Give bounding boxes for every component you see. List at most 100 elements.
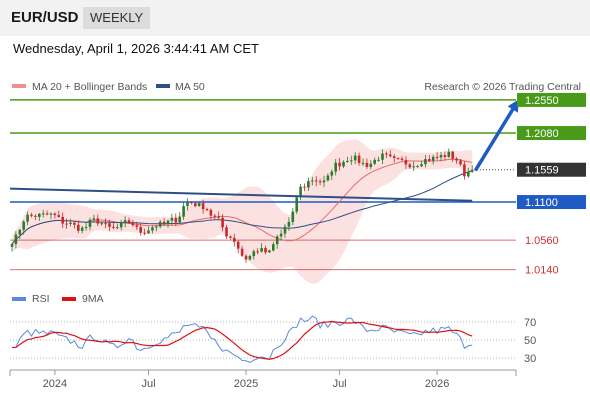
legend: MA 20 + Bollinger Bands MA 50 Research ©… <box>12 81 581 93</box>
candle-body <box>291 211 295 222</box>
candle-body <box>361 162 365 164</box>
date-time: Wednesday, April 1, 2026 3:44:41 AM CET <box>13 41 259 56</box>
candle-body <box>377 159 380 161</box>
candle-body <box>217 216 220 218</box>
source-credit: Research © 2026 Trading Central <box>424 81 581 93</box>
candle-body <box>158 221 162 227</box>
candle-body <box>459 160 462 165</box>
rsi-9ma-line <box>11 320 473 360</box>
candle-body <box>455 158 458 161</box>
rsi-tick-30: 30 <box>524 353 536 365</box>
candle-body <box>439 155 443 158</box>
legend-swatch-ma50 <box>156 84 170 88</box>
candle-body <box>330 171 334 176</box>
candle-body <box>428 159 431 161</box>
candle-body <box>147 230 150 234</box>
candle-body <box>252 251 256 257</box>
rsi-legend-swatch-ma <box>62 297 76 301</box>
candle-body <box>412 166 415 168</box>
candle-body <box>256 251 259 253</box>
candle-body <box>41 213 45 215</box>
price-levels <box>10 99 516 271</box>
candle-body <box>346 160 349 162</box>
candle-body <box>127 220 131 223</box>
rsi-panel: 70 50 30 <box>10 315 536 365</box>
candle-body <box>307 181 310 188</box>
x-tick-label: Jul <box>333 378 347 390</box>
candle-body <box>131 222 135 226</box>
candle-body <box>166 220 170 224</box>
candle-body <box>170 217 174 221</box>
candle-body <box>201 203 205 210</box>
rsi-tick-50: 50 <box>524 335 536 347</box>
rsi-legend-swatch <box>12 297 26 301</box>
candle-body <box>435 156 439 158</box>
forecast-arrow-head <box>507 99 519 113</box>
candle-body <box>26 214 29 222</box>
candle-body <box>470 169 474 172</box>
candle-body <box>119 222 123 228</box>
candle-body <box>299 186 302 198</box>
candle-body <box>178 216 181 223</box>
candle-body <box>338 162 341 167</box>
candle-body <box>123 220 127 223</box>
candle-body <box>369 163 373 167</box>
candle-body <box>73 222 76 225</box>
candle-body <box>279 233 283 237</box>
candle-body <box>357 155 361 163</box>
candle-body <box>190 201 193 204</box>
candle-body <box>38 213 41 217</box>
candle-body <box>174 217 178 223</box>
candle-body <box>365 162 369 167</box>
candle-body <box>18 229 22 235</box>
candle-body <box>287 221 291 227</box>
candle-body <box>447 151 451 157</box>
candle-body <box>45 213 49 215</box>
candle-body <box>431 156 435 161</box>
current-price-label: 1.1559 <box>525 165 559 177</box>
candle-body <box>209 209 213 216</box>
legend-ma20: MA 20 + Bollinger Bands <box>32 81 147 93</box>
candle-body <box>233 237 236 242</box>
candle-body <box>260 248 263 252</box>
candle-body <box>225 227 228 237</box>
candle-body <box>194 203 197 207</box>
period-button[interactable]: WEEKLY <box>83 7 151 29</box>
candle-body <box>240 248 244 256</box>
candle-body <box>112 226 115 228</box>
trendline <box>9 187 473 202</box>
level-box-1.2080 <box>517 126 586 141</box>
candle-body <box>381 153 384 160</box>
candle-body <box>334 162 337 172</box>
header-bar: EUR/USD WEEKLY <box>0 0 590 36</box>
level-labels: 1.2550 1.2080 1.1559 1.1100 1.0560 1.0140 <box>517 92 586 277</box>
rsi-line <box>11 315 473 363</box>
candle-body <box>135 225 139 228</box>
candle-body <box>463 164 466 177</box>
x-tick-label: 2024 <box>43 378 67 390</box>
candle-body <box>213 215 217 217</box>
rsi-legend-9ma: 9MA <box>82 293 104 305</box>
candle-body <box>467 171 470 177</box>
level-box-1.1100 <box>517 195 586 210</box>
level-label-1.0140: 1.0140 <box>525 265 559 277</box>
x-tick-label: Jul <box>141 378 155 390</box>
candle-body <box>311 180 314 182</box>
rsi-legend-rsi: RSI <box>32 293 50 305</box>
candle-body <box>57 215 61 217</box>
time-axis: 2024 Jul 2025 Jul 2026 <box>9 369 517 390</box>
candle-body <box>88 219 92 227</box>
candle-body <box>197 203 201 207</box>
candle-body <box>65 223 68 225</box>
candle-body <box>353 155 357 161</box>
candle-body <box>77 224 80 231</box>
candle-body <box>14 234 18 244</box>
candle-body <box>69 222 72 224</box>
candle-body <box>229 236 232 238</box>
candle-body <box>424 159 427 165</box>
candle-body <box>10 243 14 247</box>
candle-body <box>326 175 330 181</box>
candle-body <box>61 216 64 224</box>
candle-body <box>283 226 287 234</box>
